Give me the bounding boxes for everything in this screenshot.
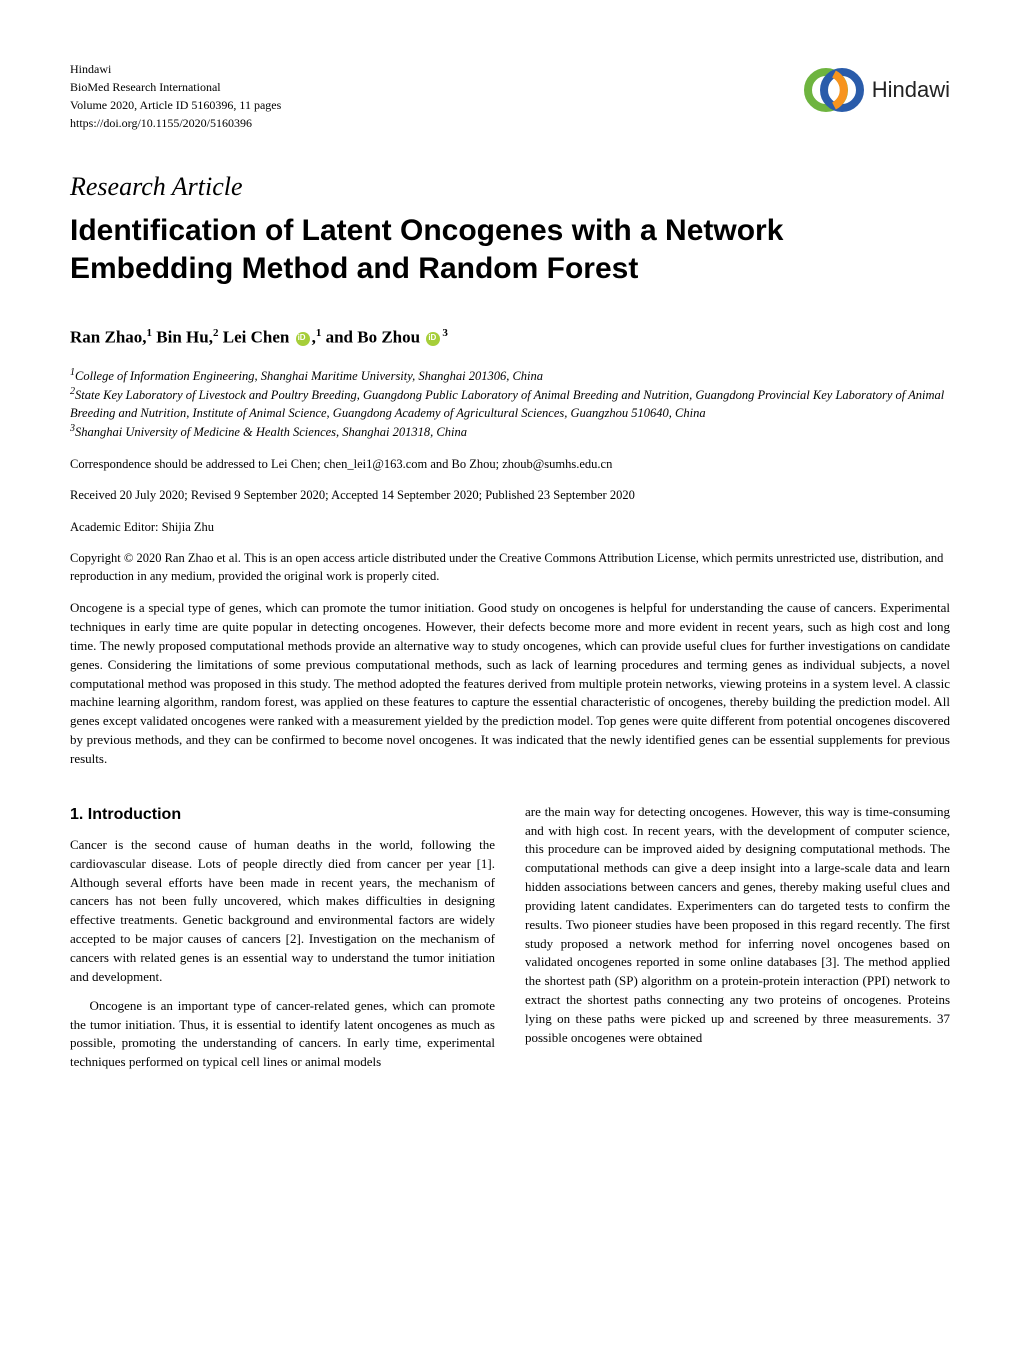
article-title: Identification of Latent Oncogenes with … — [70, 212, 950, 287]
body-paragraph: are the main way for detecting oncogenes… — [525, 803, 950, 1048]
affil-text: State Key Laboratory of Livestock and Po… — [70, 388, 944, 420]
affil-text: College of Information Engineering, Shan… — [75, 369, 543, 383]
body-paragraph: Oncogene is an important type of cancer-… — [70, 997, 495, 1072]
hindawi-logo-icon — [804, 60, 864, 120]
volume-line: Volume 2020, Article ID 5160396, 11 page… — [70, 96, 281, 114]
section-heading: 1. Introduction — [70, 803, 495, 826]
body-paragraph: Cancer is the second cause of human deat… — [70, 836, 495, 987]
article-type: Research Article — [70, 172, 950, 202]
publisher-name: Hindawi — [70, 60, 281, 78]
affiliations: 1College of Information Engineering, Sha… — [70, 366, 950, 442]
publisher-logo: Hindawi — [804, 60, 950, 120]
author-4: and Bo Zhou — [326, 328, 421, 347]
authors-line: Ran Zhao,1 Bin Hu,2 Lei Chen ,1 and Bo Z… — [70, 327, 950, 348]
body-columns: 1. Introduction Cancer is the second cau… — [70, 803, 950, 1082]
author-1: Ran Zhao, — [70, 328, 147, 347]
author-2-affil-sup: 2 — [213, 327, 219, 339]
affiliation-2: 2State Key Laboratory of Livestock and P… — [70, 385, 950, 422]
column-left: 1. Introduction Cancer is the second cau… — [70, 803, 495, 1082]
academic-editor: Academic Editor: Shijia Zhu — [70, 519, 950, 537]
journal-name: BioMed Research International — [70, 78, 281, 96]
author-4-affil-sup: 3 — [442, 327, 448, 339]
affiliation-1: 1College of Information Engineering, Sha… — [70, 366, 950, 385]
doi-line: https://doi.org/10.1155/2020/5160396 — [70, 114, 281, 132]
dates: Received 20 July 2020; Revised 9 Septemb… — [70, 487, 950, 505]
author-3: Lei Chen — [223, 328, 290, 347]
author-1-affil-sup: 1 — [147, 327, 153, 339]
orcid-icon[interactable] — [426, 332, 440, 346]
header-row: Hindawi BioMed Research International Vo… — [70, 60, 950, 132]
abstract: Oncogene is a special type of genes, whi… — [70, 599, 950, 769]
orcid-icon[interactable] — [296, 332, 310, 346]
publisher-logo-text: Hindawi — [872, 77, 950, 103]
author-2: Bin Hu, — [156, 328, 213, 347]
correspondence: Correspondence should be addressed to Le… — [70, 456, 950, 474]
affil-text: Shanghai University of Medicine & Health… — [75, 426, 467, 440]
affiliation-3: 3Shanghai University of Medicine & Healt… — [70, 422, 950, 441]
copyright: Copyright © 2020 Ran Zhao et al. This is… — [70, 550, 950, 585]
column-right: are the main way for detecting oncogenes… — [525, 803, 950, 1082]
author-3-affil-sup: 1 — [316, 327, 322, 339]
publication-info: Hindawi BioMed Research International Vo… — [70, 60, 281, 132]
